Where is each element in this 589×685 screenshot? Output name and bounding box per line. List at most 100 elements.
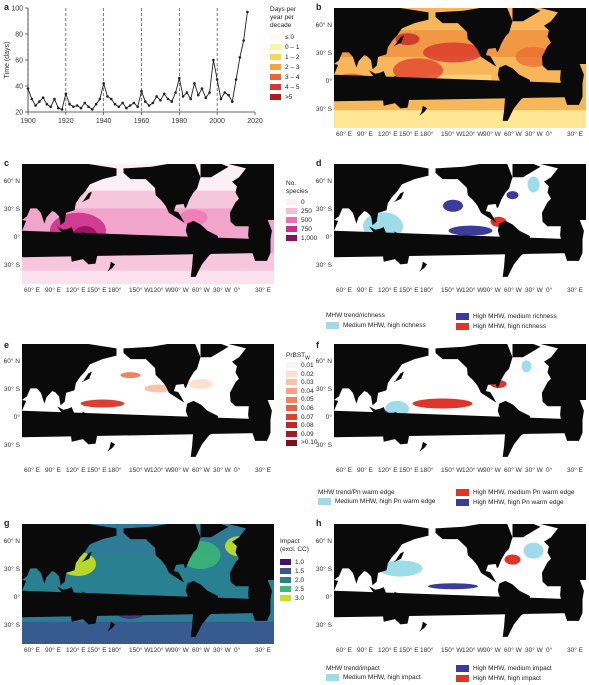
panel-label-h: h xyxy=(316,518,322,528)
map-region xyxy=(448,225,493,236)
legend-label: High MHW, medium Pn warm edge xyxy=(473,489,575,497)
landmass xyxy=(419,105,428,116)
legend-label: 2.0 xyxy=(295,577,305,584)
legend-item: 4 – 5 xyxy=(270,84,299,91)
lat-tick-label: 0° xyxy=(13,414,20,421)
landmass xyxy=(540,164,586,261)
map-region xyxy=(423,42,483,63)
data-point xyxy=(83,101,87,105)
lon-tick-label: 180° xyxy=(420,131,434,138)
lon-tick-label: 60° E xyxy=(336,287,352,294)
data-point xyxy=(132,101,136,105)
lat-tick-label: 0° xyxy=(325,594,332,601)
data-point xyxy=(34,104,37,107)
landmass xyxy=(393,591,408,599)
legend-swatch xyxy=(280,568,291,575)
legend-swatch xyxy=(270,84,281,91)
panel-label-g: g xyxy=(4,518,10,528)
lon-tick-label: 90° W xyxy=(483,131,501,138)
lat-tick-label: 60° N xyxy=(315,358,332,365)
lon-tick-label: 0° xyxy=(546,131,553,138)
lon-tick-label: 60° W xyxy=(504,287,522,294)
lon-tick-label: 120° W xyxy=(462,287,484,294)
legend-c-title: No. species xyxy=(286,180,309,195)
lon-tick-label: 180° xyxy=(420,287,434,294)
landmass xyxy=(22,524,117,586)
landmass xyxy=(540,8,586,105)
legend-item: High MHW, medium richness xyxy=(456,313,557,320)
legend-label: 0.03 xyxy=(301,379,314,387)
landmass xyxy=(512,524,541,538)
data-point xyxy=(45,102,49,106)
legend-swatch xyxy=(286,226,297,233)
data-point xyxy=(227,93,230,97)
lat-tick-label: 0° xyxy=(325,234,332,241)
legend-g-title: Impact (excl. CC) xyxy=(280,538,309,553)
lat-tick-label: 30° S xyxy=(316,566,332,573)
legend-label: 0.02 xyxy=(301,370,314,378)
legend-swatch xyxy=(270,64,281,71)
legend-label: High MHW, medium impact xyxy=(473,665,552,673)
legend-item: Medium MHW, high richness xyxy=(326,322,426,329)
lon-tick-label: 90° W xyxy=(483,647,501,654)
lat-tick-label: 0° xyxy=(325,414,332,421)
data-point xyxy=(64,92,68,96)
data-point xyxy=(155,95,158,98)
data-point xyxy=(91,108,94,111)
data-point xyxy=(166,97,170,101)
data-point xyxy=(234,78,238,81)
legend-swatch xyxy=(286,413,297,420)
lat-tick-label: 30° S xyxy=(4,622,20,629)
landmass xyxy=(70,420,98,445)
landmass xyxy=(334,164,429,226)
map-svg xyxy=(334,524,586,644)
legend-swatch xyxy=(280,586,291,593)
legend-item: >5 xyxy=(270,94,292,101)
legend-label: 1,000 xyxy=(301,235,318,242)
landmass xyxy=(497,220,530,277)
lon-tick-label: 60° E xyxy=(336,467,352,474)
landmass xyxy=(369,70,390,83)
legend-item: Medium MHW, high impact xyxy=(326,674,421,681)
lon-tick-label: 0° xyxy=(234,467,241,474)
landmass xyxy=(22,164,117,226)
legend-item: 2.0 xyxy=(280,577,304,584)
legend-swatch xyxy=(456,499,469,506)
lon-tick-label: 30° E xyxy=(255,467,271,474)
map-impact xyxy=(22,524,274,644)
data-point xyxy=(151,101,155,105)
legend-label: 0.08 xyxy=(301,422,314,430)
lon-tick-label: 90° E xyxy=(357,287,373,294)
x-tick-label: 1980 xyxy=(172,118,188,125)
legend-swatch xyxy=(280,595,291,602)
lon-tick-label: 90° W xyxy=(483,467,501,474)
lat-tick-label: 30° S xyxy=(4,262,20,269)
legend-swatch xyxy=(456,313,469,320)
map-region xyxy=(527,176,540,193)
landmass xyxy=(497,64,530,121)
data-point xyxy=(185,91,189,94)
lon-tick-label: 60° E xyxy=(24,287,40,294)
landmass xyxy=(81,551,92,563)
map-mhw-richness xyxy=(334,164,586,284)
landmass xyxy=(334,524,429,586)
landmass xyxy=(419,261,428,272)
legend-b-title: Days per year per decade xyxy=(270,6,297,29)
data-point xyxy=(140,89,143,93)
landmass xyxy=(81,411,96,419)
legend-label: 4 – 5 xyxy=(285,84,300,91)
legend-item: High MHW, medium Pn warm edge xyxy=(456,489,575,496)
lon-tick-label: 150° W xyxy=(441,467,463,474)
legend-swatch xyxy=(286,235,297,242)
landmass xyxy=(540,344,586,441)
lon-tick-label: 30° E xyxy=(567,287,583,294)
legend-label: 3 – 4 xyxy=(285,74,300,81)
panel-label-e: e xyxy=(4,340,10,350)
legend-swatch xyxy=(318,498,331,505)
legend-swatch xyxy=(326,322,339,329)
legend-label: 2.5 xyxy=(295,586,305,593)
data-point xyxy=(231,100,234,103)
legend-item: High MHW, high richness xyxy=(456,323,546,330)
legend-item: 0.07 xyxy=(286,414,314,421)
y-axis-label: Time (days) xyxy=(4,42,11,79)
